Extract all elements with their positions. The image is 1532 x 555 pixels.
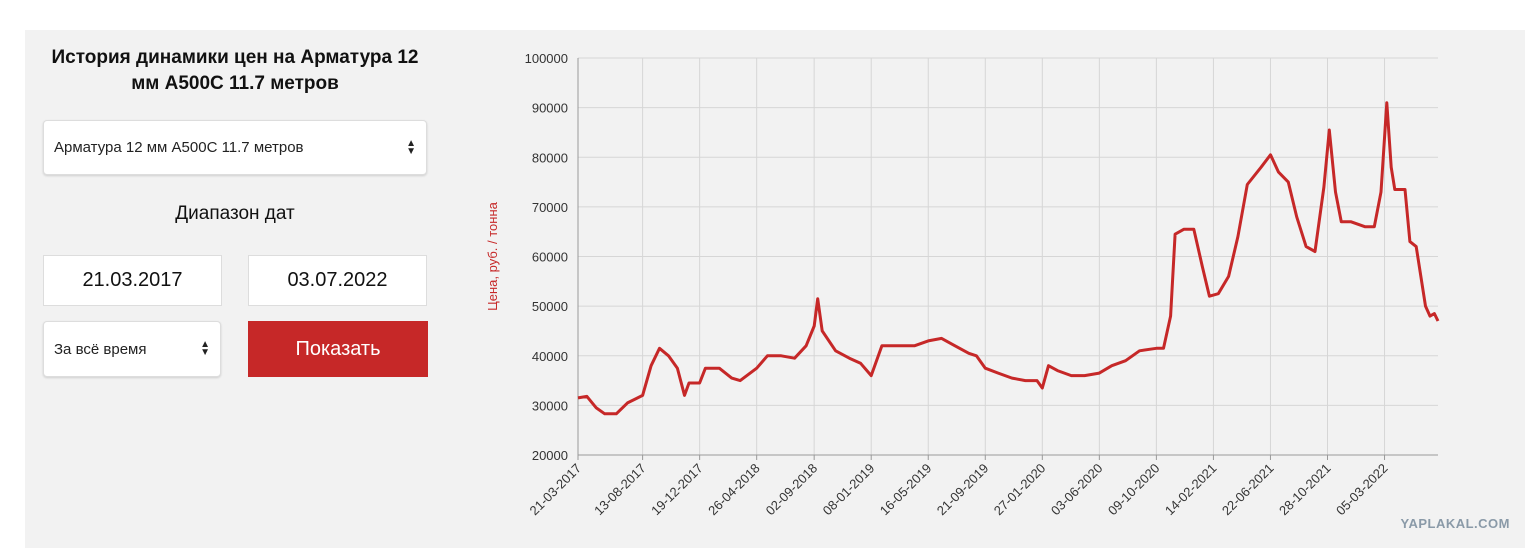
range-label: Диапазон дат [175,203,295,224]
x-tick-label: 21-09-2019 [934,461,992,519]
x-tick-label: 08-01-2019 [820,461,878,519]
date-from[interactable]: 21.03.2017 [43,255,222,306]
select-text: За всё время [54,340,147,358]
y-axis-label: Цена, руб. / тонна [485,201,500,310]
x-tick-label: 26-04-2018 [705,461,763,519]
x-tick-label: 16-05-2019 [877,461,935,519]
title: История динамики цен на Арматура 12 мм А… [51,47,419,94]
x-tick-label: 13-08-2017 [591,461,649,519]
x-tick-label: 28-10-2021 [1276,461,1334,519]
y-tick-label: 70000 [532,200,568,215]
y-tick-label: 80000 [532,150,568,165]
period-select[interactable]: За всё время ▲ ▼ [43,321,221,377]
x-tick-label: 22-06-2021 [1219,461,1277,519]
x-tick-label: 05-03-2022 [1333,461,1391,519]
select-text: Арматура 12 мм А500С 11.7 метров [54,139,304,156]
x-tick-label: 02-09-2018 [763,461,821,519]
x-tick-label: 27-01-2020 [991,461,1049,519]
y-tick-label: 30000 [532,398,568,413]
date-to[interactable]: 03.07.2022 [248,255,427,306]
x-tick-label: 14-02-2021 [1162,461,1220,519]
product-select[interactable]: Арматура 12 мм А500С 11.7 метров ▲ ▼ [43,120,427,175]
watermark: YAPLAKAL.COM [1400,516,1510,531]
y-tick-label: 20000 [532,448,568,463]
y-tick-label: 60000 [532,250,568,265]
y-tick-label: 50000 [532,299,568,314]
y-tick-label: 90000 [532,101,568,116]
select-arrows: ▲ ▼ [406,137,416,157]
x-tick-label: 09-10-2020 [1105,461,1163,519]
y-tick-label: 100000 [525,51,568,66]
price-line [577,101,1440,416]
select-arrows: ▲ ▼ [200,339,210,358]
y-tick-label: 40000 [532,349,568,364]
x-tick-label: 19-12-2017 [648,461,706,519]
show-button[interactable]: Показать [248,321,428,377]
x-tick-label: 21-03-2017 [526,461,584,519]
x-tick-label: 03-06-2020 [1048,461,1106,519]
